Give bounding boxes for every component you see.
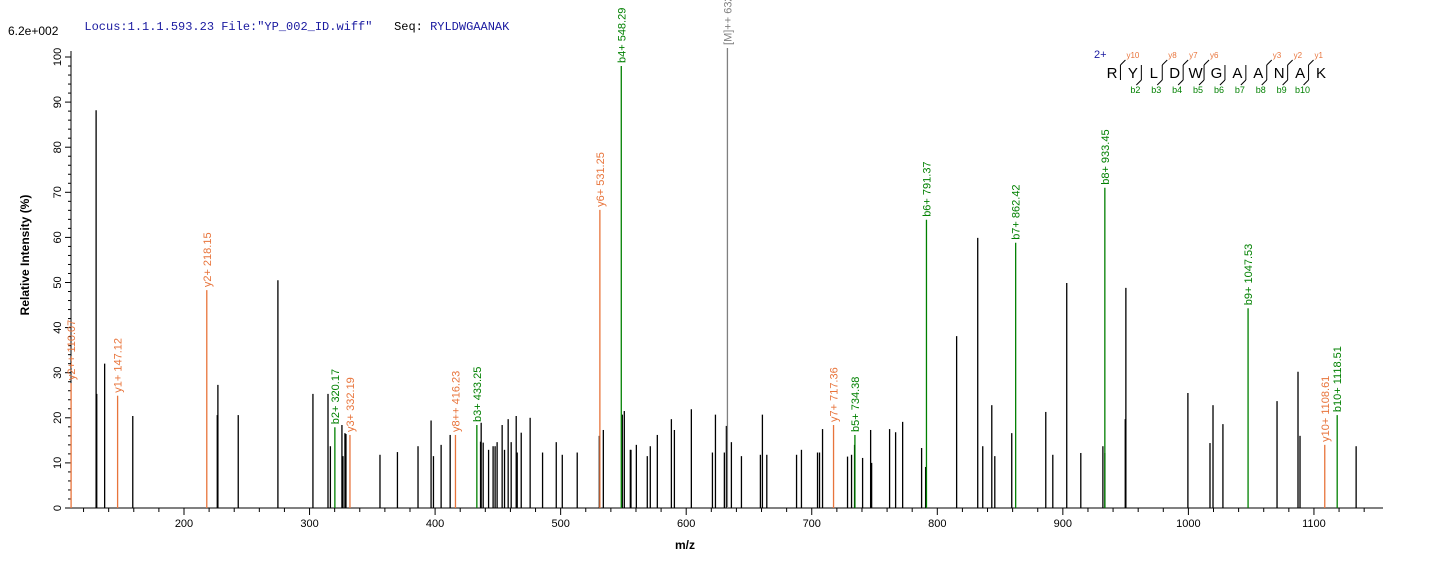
b-ion-label: b9: [1277, 85, 1287, 95]
y-tick-label: 100: [52, 48, 64, 66]
b-ion-marker: [1135, 79, 1142, 86]
seq-label: Seq:: [394, 20, 423, 34]
y-ion-label: y1: [1315, 51, 1324, 60]
y-tick-label: 60: [52, 231, 64, 243]
b-ion-label: b2: [1130, 85, 1140, 95]
y-axis-label: Relative Intensity (%): [18, 195, 32, 316]
y-ion-marker: [1308, 59, 1314, 66]
peak-label: b8+ 933.45: [1100, 129, 1112, 184]
y-ion-marker: [1266, 59, 1273, 66]
residue: A: [1253, 65, 1263, 82]
peak-label: b2+ 320.17: [330, 369, 342, 424]
y-tick-label: 50: [52, 276, 64, 288]
b-ion-marker: [1261, 79, 1268, 86]
peak-label: b3+ 433.25: [472, 367, 484, 422]
b-ion-label: b3: [1151, 85, 1161, 95]
x-tick-label: 400: [426, 518, 444, 530]
residue: K: [1316, 65, 1326, 82]
residue: R: [1107, 65, 1118, 82]
peak-label: y8++ 416.23: [450, 371, 462, 432]
y-ion-label: y6: [1210, 51, 1219, 60]
y-tick-label: 10: [52, 457, 64, 469]
peak-label: y6+ 531.25: [595, 152, 607, 207]
peak-label: y2+ 218.15: [202, 232, 214, 287]
residue: W: [1189, 65, 1204, 82]
x-tick-label: 200: [175, 518, 193, 530]
b-ion-marker: [1303, 79, 1309, 86]
residue: N: [1274, 65, 1285, 82]
b-ion-label: b6: [1214, 85, 1224, 95]
residue: G: [1211, 65, 1223, 82]
residue: D: [1169, 65, 1180, 82]
peak-label: y1+ 147.12: [113, 338, 125, 393]
y-ion-label: y7: [1189, 51, 1198, 60]
b-ion-label: b4: [1172, 85, 1182, 95]
y-tick-label: 90: [52, 96, 64, 108]
max-intensity-label: 6.2e+002: [8, 24, 59, 38]
peak-label: [M]++ 632.84: [722, 0, 734, 45]
y-ion-label: y10: [1126, 51, 1139, 60]
x-tick-label: 900: [1054, 518, 1072, 530]
peak-label: b6+ 791.37: [921, 161, 933, 216]
y-ion-label: y2: [1294, 51, 1303, 60]
b-ion-label: b10: [1295, 85, 1310, 95]
x-tick-label: 600: [677, 518, 695, 530]
x-tick-label: 800: [928, 518, 946, 530]
y-tick-label: 40: [52, 321, 64, 333]
b-ion-marker: [1156, 79, 1163, 86]
x-tick-label: 700: [803, 518, 821, 530]
b-ion-marker: [1282, 79, 1289, 86]
y-tick-label: 20: [52, 412, 64, 424]
b-ion-marker: [1177, 79, 1184, 86]
y-tick-label: 30: [52, 367, 64, 379]
spectrum-header: Locus:1.1.1.593.23 File:"YP_002_ID.wiff"…: [70, 6, 509, 34]
peak-label: b5+ 734.38: [850, 377, 862, 432]
x-tick-label: 500: [551, 518, 569, 530]
b-ion-marker: [1219, 79, 1226, 86]
charge-state: 2+: [1094, 49, 1107, 61]
residue: L: [1150, 65, 1158, 82]
x-axis-label: m/z: [675, 538, 695, 552]
y-tick-label: 0: [52, 505, 64, 511]
peak-label: b7+ 862.42: [1011, 184, 1023, 239]
residue: A: [1295, 65, 1305, 82]
b-ion-marker: [1240, 79, 1247, 86]
y-tick-label: 80: [52, 141, 64, 153]
x-tick-label: 1100: [1302, 518, 1326, 530]
y-ion-marker: [1182, 59, 1189, 66]
b-ion-label: b7: [1235, 85, 1245, 95]
peak-label: y7+ 717.36: [829, 367, 841, 422]
peak-label: b9+ 1047.53: [1243, 244, 1255, 305]
peak-label: b4+ 548.29: [616, 8, 628, 63]
peak-label: y3+ 332.19: [345, 377, 357, 432]
y-ion-marker: [1161, 59, 1168, 66]
y-ion-marker: [1203, 59, 1210, 66]
peak-label: y2++ 110.07: [66, 320, 78, 380]
x-tick-label: 1000: [1176, 518, 1200, 530]
y-tick-label: 70: [52, 186, 64, 198]
y-ion-label: y3: [1273, 51, 1282, 60]
y-ion-label: y8: [1168, 51, 1177, 60]
y-ion-marker: [1120, 59, 1126, 66]
y-ion-marker: [1287, 59, 1294, 66]
b-ion-marker: [1198, 79, 1205, 86]
x-tick-label: 300: [300, 518, 318, 530]
peak-label: b10+ 1118.51: [1332, 346, 1344, 412]
sequence-text: RYLDWGAANAK: [430, 20, 510, 34]
peak-label: y10+ 1108.61: [1320, 376, 1332, 442]
residue: Y: [1128, 65, 1138, 82]
residue: A: [1232, 65, 1242, 82]
b-ion-label: b5: [1193, 85, 1203, 95]
b-ion-label: b8: [1256, 85, 1266, 95]
locus-file-text: Locus:1.1.1.593.23 File:"YP_002_ID.wiff": [84, 20, 373, 34]
